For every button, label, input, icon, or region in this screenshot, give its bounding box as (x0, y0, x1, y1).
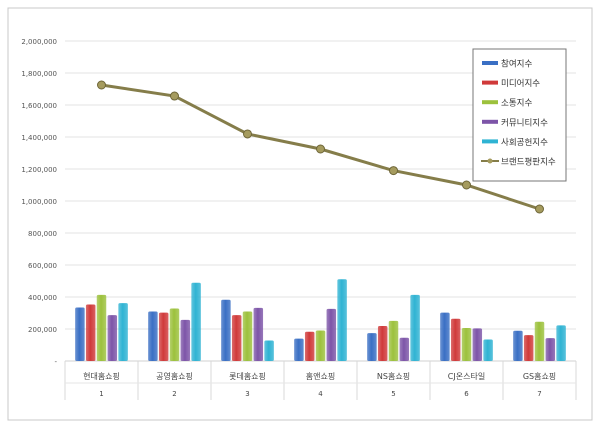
bar-커뮤니티지수 (253, 307, 264, 361)
category-label: NS홈쇼핑 (377, 371, 410, 381)
category-label: GS홈쇼핑 (523, 371, 556, 381)
y-tick-label: 800,000 (28, 230, 57, 238)
bar-소통지수 (534, 321, 545, 361)
bar-사회공헌지수 (264, 340, 274, 361)
bar-사회공헌지수 (337, 279, 347, 361)
legend-label: 소통지수 (501, 99, 532, 109)
bar-커뮤니티지수 (472, 328, 483, 361)
y-tick-label: 1,200,000 (21, 166, 57, 174)
bar-소통지수 (461, 328, 472, 361)
bar-참여지수 (75, 307, 85, 361)
bar-커뮤니티지수 (545, 338, 556, 361)
legend-swatch-커뮤니티지수 (482, 119, 498, 124)
line-marker (170, 91, 179, 101)
bar-미디어지수 (450, 318, 461, 361)
y-tick-label: 1,000,000 (21, 198, 57, 206)
y-tick-label: 1,800,000 (21, 70, 57, 78)
y-tick-label: - (54, 358, 57, 366)
line-marker (97, 80, 106, 90)
legend-label: 브랜드평판지수 (501, 157, 556, 168)
bar-커뮤니티지수 (399, 337, 410, 361)
bar-사회공헌지수 (191, 282, 201, 361)
legend-swatch-미디어지수 (482, 80, 498, 85)
bar-커뮤니티지수 (326, 308, 337, 361)
bar-사회공헌지수 (556, 325, 566, 361)
y-tick-label: 1,600,000 (21, 102, 57, 110)
rank-label: 3 (245, 390, 249, 398)
category-label: 홈앤쇼핑 (306, 371, 335, 381)
bar-사회공헌지수 (410, 294, 420, 361)
bar-사회공헌지수 (483, 339, 493, 361)
legend-swatch-참여지수 (482, 61, 498, 65)
y-tick-label: 400,000 (28, 294, 57, 302)
bar-미디어지수 (231, 315, 242, 361)
y-tick-label: 200,000 (28, 326, 57, 334)
y-tick-label: 2,000,000 (21, 38, 57, 46)
bar-소통지수 (315, 330, 326, 361)
bar-참여지수 (513, 330, 523, 361)
rank-label: 5 (391, 390, 395, 398)
rank-label: 2 (172, 390, 176, 398)
line-marker (535, 204, 544, 214)
bar-미디어지수 (523, 335, 534, 361)
category-label: 롯데홈쇼핑 (229, 371, 266, 381)
rank-label: 4 (318, 390, 323, 398)
bar-미디어지수 (85, 304, 96, 361)
bar-커뮤니티지수 (180, 319, 191, 361)
bar-미디어지수 (377, 325, 388, 361)
line-marker (243, 129, 252, 139)
rank-label: 7 (537, 390, 541, 398)
legend-label: 미디어지수 (501, 78, 540, 89)
bar-참여지수 (367, 333, 377, 361)
bar-소통지수 (242, 311, 253, 361)
bar-소통지수 (388, 320, 399, 361)
category-label: 공영홈쇼핑 (156, 371, 193, 381)
legend-label: 사회공헌지수 (501, 138, 548, 148)
rank-label: 6 (464, 390, 469, 398)
line-marker (316, 144, 325, 154)
category-label: CJ온스타일 (448, 372, 485, 381)
rank-label: 1 (99, 390, 103, 398)
line-marker (462, 180, 471, 190)
bar-참여지수 (221, 299, 231, 361)
bar-참여지수 (440, 312, 450, 361)
line-marker (389, 166, 398, 176)
legend-swatch-소통지수 (482, 100, 498, 105)
bar-참여지수 (148, 311, 158, 361)
bar-미디어지수 (158, 312, 169, 361)
bar-소통지수 (96, 294, 107, 361)
bar-사회공헌지수 (118, 303, 128, 361)
category-label: 현대홈쇼핑 (83, 371, 120, 381)
legend-label: 참여지수 (501, 59, 532, 70)
bar-참여지수 (294, 338, 304, 361)
bar-커뮤니티지수 (107, 315, 118, 361)
bar-미디어지수 (304, 331, 315, 361)
bar-소통지수 (169, 308, 180, 361)
legend-swatch-marker (487, 158, 493, 164)
legend-label: 커뮤니티지수 (501, 117, 548, 128)
y-tick-label: 1,400,000 (21, 134, 57, 142)
legend-swatch-사회공헌지수 (482, 139, 498, 144)
y-tick-label: 600,000 (28, 262, 57, 270)
